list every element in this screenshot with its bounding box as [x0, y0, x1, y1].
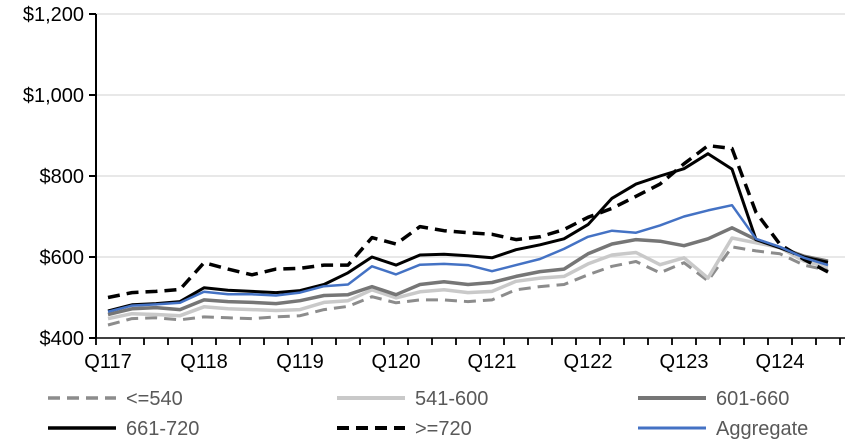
y-axis-label: $400: [40, 328, 85, 350]
legend-label-601-660: 601-660: [716, 388, 789, 410]
legend-label-<=540: <=540: [126, 388, 183, 410]
x-axis-label: Q117: [84, 351, 131, 373]
legend-item-661-720: 661-720: [48, 418, 199, 440]
y-axis-label: $600: [40, 247, 85, 269]
legend-label-541-600: 541-600: [415, 388, 488, 410]
series-line-Aggregate: [107, 203, 829, 313]
y-axis-label: $800: [40, 166, 85, 188]
series-line-<=540: [107, 245, 829, 327]
y-axis-label: $1,200: [23, 4, 84, 26]
x-axis-label: Q118: [180, 351, 227, 373]
legend-label-661-720: 661-720: [126, 418, 199, 440]
x-axis-label: Q119: [276, 351, 323, 373]
legend-item-601-660: 601-660: [638, 388, 789, 410]
y-axis-label: $1,000: [23, 85, 84, 107]
x-axis-label: Q121: [468, 351, 517, 373]
series-line-541-600: [107, 236, 829, 321]
legend-item-Aggregate: Aggregate: [638, 418, 808, 440]
series-line-661-720: [107, 152, 829, 313]
x-axis-label: Q124: [756, 351, 805, 373]
x-axis-label: Q122: [564, 351, 613, 373]
series-line-601-660: [107, 226, 829, 317]
legend-item-<=540: <=540: [48, 388, 183, 410]
legend-item-541-600: 541-600: [337, 388, 488, 410]
legend-item->=720: >=720: [337, 418, 472, 440]
legend-label->=720: >=720: [415, 418, 472, 440]
legend-label-Aggregate: Aggregate: [716, 418, 808, 440]
x-axis-label: Q123: [660, 351, 709, 373]
series-line->=720: [107, 143, 829, 300]
x-axis-label: Q120: [372, 351, 421, 373]
